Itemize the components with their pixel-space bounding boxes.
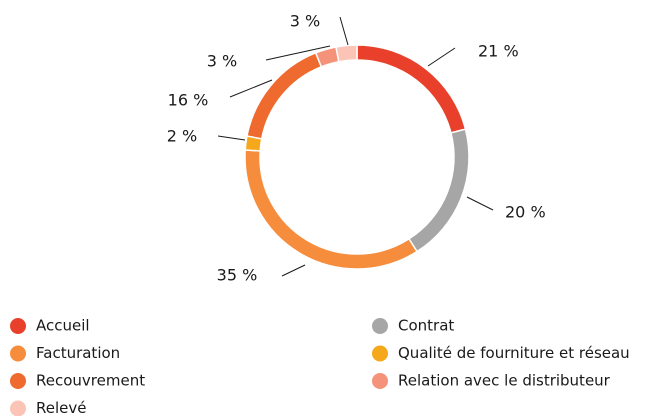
leader-line — [339, 16, 349, 46]
leader-line — [427, 47, 456, 67]
legend-label: Accueil — [36, 317, 90, 335]
leader-line — [217, 135, 246, 141]
legend-label: Relation avec le distributeur — [398, 372, 611, 390]
legend-label: Contrat — [398, 317, 454, 335]
leader-line — [281, 264, 306, 277]
legend-swatch — [10, 373, 26, 389]
data-label: 21 % — [478, 42, 519, 61]
legend-label: Recouvrement — [36, 372, 145, 390]
legend-label: Qualité de fourniture et réseau — [398, 344, 630, 362]
legend-swatch — [10, 318, 26, 334]
data-label: 3 % — [290, 12, 320, 31]
data-label: 3 % — [207, 52, 237, 71]
data-label: 35 % — [217, 266, 258, 285]
data-label: 2 % — [167, 127, 197, 146]
donut-slice — [244, 149, 419, 270]
leader-line — [265, 45, 331, 61]
donut-slice — [356, 44, 467, 134]
data-label: 20 % — [505, 203, 546, 222]
data-label: 16 % — [168, 91, 209, 110]
legend-swatch — [372, 318, 388, 334]
donut-slice — [246, 51, 323, 140]
leader-line — [229, 79, 273, 98]
legend-swatch — [372, 345, 388, 362]
legend-label: Facturation — [36, 344, 120, 362]
leader-line — [466, 196, 494, 211]
legend-label: Relevé — [36, 399, 86, 416]
donut-slice — [407, 128, 470, 253]
legend-swatch — [372, 373, 388, 389]
legend-swatch — [10, 400, 26, 416]
legend-swatch — [10, 345, 26, 362]
donut-slice — [335, 44, 358, 63]
